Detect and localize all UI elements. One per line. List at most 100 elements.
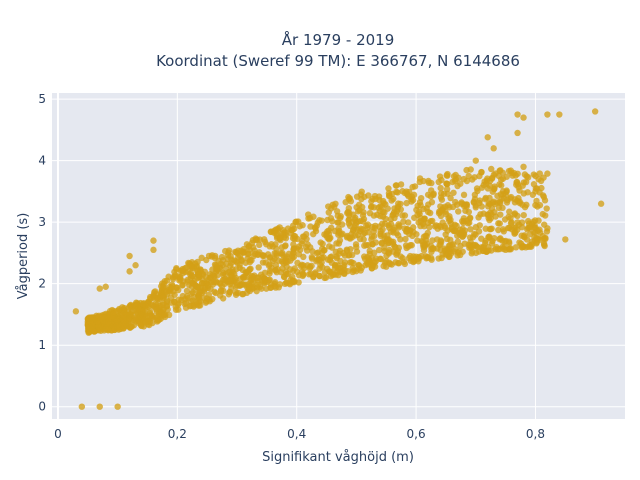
y-tick-label: 1 — [38, 338, 46, 352]
x-axis-title: Signifikant våghöjd (m) — [262, 450, 414, 465]
data-point — [353, 219, 360, 226]
data-point — [480, 247, 487, 255]
data-point — [283, 253, 290, 260]
data-point — [486, 182, 493, 189]
data-point — [505, 213, 512, 221]
data-point — [259, 259, 267, 266]
data-point — [255, 264, 262, 271]
data-point — [186, 271, 194, 278]
data-point — [293, 268, 301, 276]
data-point — [184, 276, 191, 284]
data-point — [397, 200, 404, 208]
data-point — [217, 288, 225, 295]
data-point — [179, 269, 187, 277]
data-point — [466, 234, 474, 241]
data-point — [499, 204, 506, 212]
data-point — [369, 241, 376, 248]
data-point — [403, 225, 411, 233]
data-point — [113, 317, 121, 325]
data-point — [488, 175, 496, 182]
data-point — [350, 260, 357, 267]
data-point — [357, 191, 365, 198]
data-point — [89, 322, 96, 329]
data-point — [427, 217, 434, 225]
data-point — [209, 295, 216, 303]
data-point — [250, 252, 257, 260]
data-point — [345, 205, 353, 212]
data-point — [399, 212, 406, 219]
data-point — [530, 218, 537, 225]
data-point — [316, 265, 323, 272]
data-point — [170, 275, 177, 283]
chart-title-line2: Koordinat (Sweref 99 TM): E 366767, N 61… — [156, 52, 520, 70]
data-point — [516, 187, 523, 194]
data-point — [392, 244, 399, 251]
data-point — [318, 217, 325, 224]
data-point — [152, 306, 160, 313]
data-point — [443, 235, 451, 243]
data-point — [495, 226, 502, 234]
data-point — [240, 274, 247, 281]
data-point — [397, 181, 405, 188]
data-point — [263, 241, 270, 248]
data-point — [455, 208, 462, 215]
data-point — [486, 233, 493, 240]
data-point — [517, 240, 525, 247]
data-point — [354, 208, 362, 215]
data-point — [404, 219, 412, 226]
data-point — [284, 270, 292, 278]
x-tick-label: 0,8 — [526, 427, 545, 441]
data-point — [72, 308, 80, 315]
data-point — [345, 193, 352, 201]
data-point — [310, 213, 317, 220]
data-point — [196, 284, 203, 292]
data-point — [276, 281, 284, 288]
y-tick-label: 2 — [38, 277, 46, 291]
data-point — [544, 225, 551, 232]
data-point — [299, 272, 306, 280]
data-point — [100, 311, 108, 318]
data-point — [460, 191, 468, 199]
data-point — [410, 224, 417, 231]
data-point — [503, 173, 510, 180]
data-point — [368, 198, 375, 205]
data-point — [274, 265, 281, 273]
data-point — [134, 307, 141, 314]
data-point — [435, 255, 442, 262]
data-point — [150, 237, 157, 244]
data-point — [212, 265, 220, 272]
data-point — [466, 215, 474, 222]
data-point — [454, 252, 461, 259]
data-point — [300, 233, 308, 240]
data-point — [128, 323, 135, 330]
data-point — [390, 229, 397, 236]
data-point — [288, 252, 296, 260]
data-point — [435, 178, 442, 186]
data-point — [470, 198, 477, 205]
data-point — [397, 253, 404, 260]
data-point — [524, 217, 532, 225]
data-point — [514, 219, 521, 226]
data-point — [597, 200, 605, 207]
data-point — [524, 174, 532, 181]
data-point — [239, 266, 246, 274]
data-point — [478, 235, 485, 242]
data-point — [308, 253, 316, 261]
data-point — [297, 246, 304, 253]
data-point — [126, 252, 133, 260]
data-point — [116, 323, 124, 330]
data-point — [385, 185, 392, 192]
data-point — [452, 246, 459, 253]
data-point — [366, 250, 373, 258]
data-point — [142, 319, 149, 326]
data-point — [160, 312, 168, 319]
data-point — [540, 193, 548, 201]
data-point — [467, 166, 474, 173]
data-point — [190, 302, 197, 309]
data-point — [460, 229, 467, 237]
data-point — [377, 203, 384, 210]
data-point — [532, 188, 539, 195]
data-point — [293, 218, 300, 225]
data-point — [508, 169, 515, 177]
data-point — [421, 222, 428, 230]
